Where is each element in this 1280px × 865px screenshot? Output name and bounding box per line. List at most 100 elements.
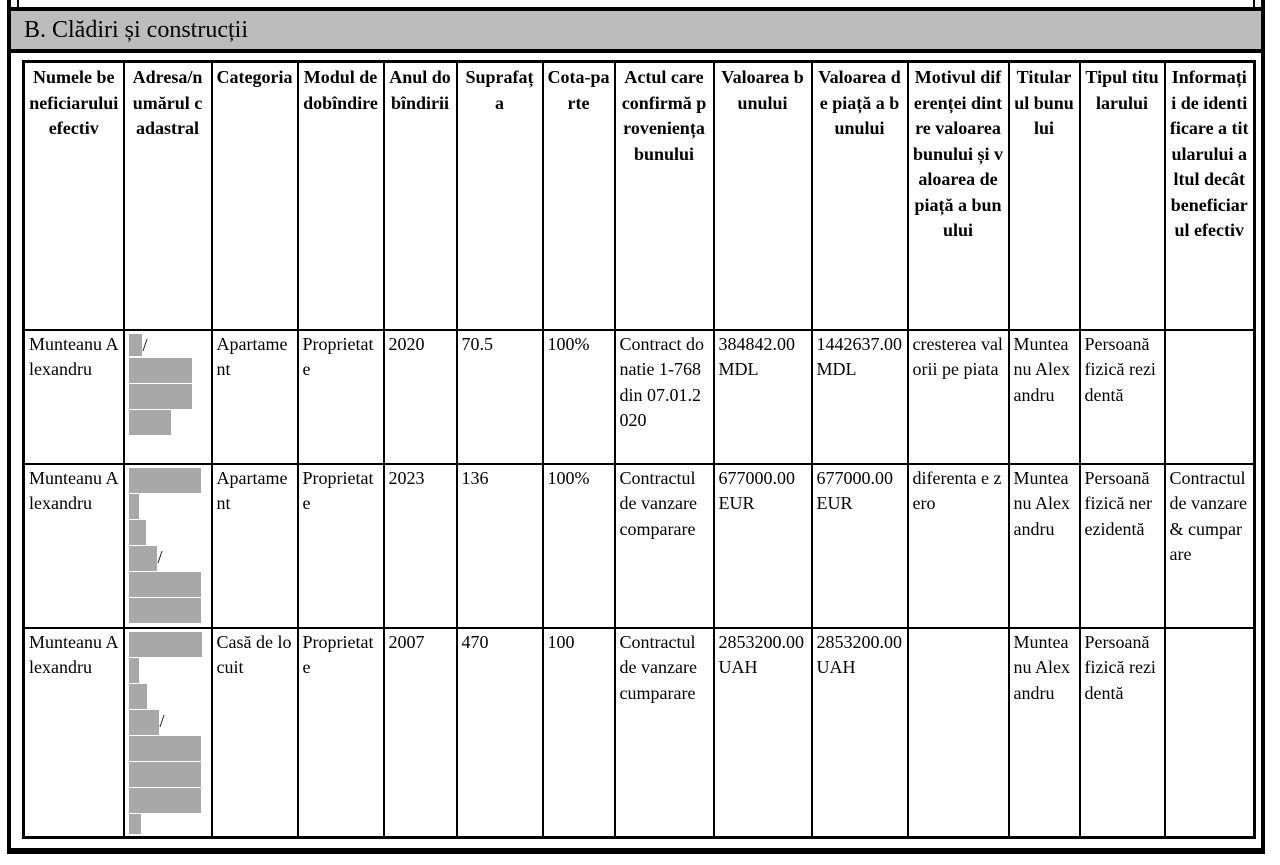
cell-share: 100% xyxy=(541,328,616,465)
cell-value: 677000.00 EUR xyxy=(712,462,813,629)
cell-holder: Munteanu Alexandru xyxy=(1007,328,1081,465)
redaction-line xyxy=(128,383,207,409)
redaction-line xyxy=(128,357,207,383)
cell-holder-type: Persoană fizică rezidentă xyxy=(1078,626,1166,839)
cell-beneficiary: Munteanu Alexandru xyxy=(22,328,125,465)
redaction-block xyxy=(128,813,141,834)
redaction-line xyxy=(128,467,207,493)
cell-surface: 136 xyxy=(455,462,544,629)
table-row: Munteanu Alexandru / Apartament Propriet… xyxy=(22,462,1256,629)
cell-beneficiary: Munteanu Alexandru xyxy=(22,626,125,839)
cell-market-value: 2853200.00 UAH xyxy=(810,626,909,839)
cell-surface: 70.5 xyxy=(455,328,544,465)
address-slash-text: / xyxy=(142,334,148,355)
redaction-line: / xyxy=(128,545,207,571)
redaction-line xyxy=(128,735,207,761)
cell-address: / xyxy=(122,462,213,629)
redaction-block xyxy=(128,709,159,735)
redaction-block xyxy=(128,597,201,623)
cell-difference-reason xyxy=(906,626,1010,839)
redaction-line xyxy=(128,631,207,657)
redaction-block xyxy=(128,357,192,383)
redaction-line xyxy=(128,597,207,623)
cell-value: 2853200.00 UAH xyxy=(712,626,813,839)
redaction-line xyxy=(128,409,207,435)
cell-holder-id-info: Contractul de vanzare & cumparare xyxy=(1163,462,1256,629)
col-header-share: Cota-parte xyxy=(541,60,616,331)
redaction-line xyxy=(128,571,207,597)
col-header-beneficiary: Numele beneficiarului efectiv xyxy=(22,60,125,331)
cell-holder: Munteanu Alexandru xyxy=(1007,626,1081,839)
cell-acquisition-year: 2023 xyxy=(382,462,458,629)
previous-section-border-remnant-left xyxy=(17,0,19,8)
redaction-block xyxy=(128,735,201,761)
cell-category: Casă de locuit xyxy=(210,626,299,839)
redaction-block xyxy=(128,761,201,787)
redacted-address: / xyxy=(128,332,207,435)
cell-difference-reason: cresterea valorii pe piata xyxy=(906,328,1010,465)
cell-surface: 470 xyxy=(455,626,544,839)
redaction-block xyxy=(128,333,142,356)
cell-share: 100 xyxy=(541,626,616,839)
table-header: Numele beneficiarului efectiv Adresa/num… xyxy=(22,60,1256,331)
col-header-value: Valoarea bunului xyxy=(712,60,813,331)
redaction-line xyxy=(128,787,207,813)
col-header-difference-reason: Motivul diferenței dintre valoarea bunul… xyxy=(906,60,1010,331)
col-header-holder: Titularul bunului xyxy=(1007,60,1081,331)
cell-act: Contract donatie 1-768 din 07.01.2020 xyxy=(613,328,715,465)
cell-address: / xyxy=(122,328,213,465)
cell-acquisition-mode: Proprietate xyxy=(296,462,385,629)
cell-market-value: 1442637.00 MDL xyxy=(810,328,909,465)
section-banner: B. Clădiri și construcții xyxy=(11,7,1261,53)
redaction-block xyxy=(128,519,146,545)
redaction-block xyxy=(128,683,147,709)
table-body: Munteanu Alexandru / Apartament Propriet… xyxy=(22,328,1256,839)
redaction-line xyxy=(128,493,207,519)
cell-value: 384842.00 MDL xyxy=(712,328,813,465)
col-header-category: Categoria xyxy=(210,60,299,331)
col-header-act: Actul care confirmă proveniența bunului xyxy=(613,60,715,331)
cell-act: Contractul de vanzare cumparare xyxy=(613,626,715,839)
redaction-line xyxy=(128,519,207,545)
redaction-block xyxy=(128,409,171,435)
cell-share: 100% xyxy=(541,462,616,629)
redacted-address: / xyxy=(128,630,207,834)
cell-address: / xyxy=(122,626,213,839)
redaction-line xyxy=(128,657,207,683)
cell-holder: Munteanu Alexandru xyxy=(1007,462,1081,629)
redaction-block xyxy=(128,545,157,571)
col-header-holder-type: Tipul titularului xyxy=(1078,60,1166,331)
cell-holder-type: Persoană fizică nerezidentă xyxy=(1078,462,1166,629)
cell-acquisition-year: 2020 xyxy=(382,328,458,465)
redaction-line xyxy=(128,813,207,834)
cell-category: Apartament xyxy=(210,328,299,465)
header-row: Numele beneficiarului efectiv Adresa/num… xyxy=(22,60,1256,331)
redaction-block xyxy=(128,571,201,597)
cell-holder-id-info xyxy=(1163,626,1256,839)
cell-category: Apartament xyxy=(210,462,299,629)
redaction-block xyxy=(128,787,201,813)
col-header-address: Adresa/numărul cadastral xyxy=(122,60,213,331)
redaction-line: / xyxy=(128,709,207,735)
redaction-line: / xyxy=(128,333,207,357)
table-row: Munteanu Alexandru / Casă de locuit Prop… xyxy=(22,626,1256,839)
cell-market-value: 677000.00 EUR xyxy=(810,462,909,629)
redaction-block xyxy=(128,657,139,683)
cell-beneficiary: Munteanu Alexandru xyxy=(22,462,125,629)
section-title: B. Clădiri și construcții xyxy=(24,17,248,43)
cell-acquisition-year: 2007 xyxy=(382,626,458,839)
cell-holder-id-info xyxy=(1163,328,1256,465)
redaction-line xyxy=(128,761,207,787)
cell-acquisition-mode: Proprietate xyxy=(296,626,385,839)
redaction-block xyxy=(128,493,139,519)
redaction-block xyxy=(128,467,201,493)
col-header-acquisition-year: Anul dobîndirii xyxy=(382,60,458,331)
col-header-surface: Suprafața xyxy=(455,60,544,331)
redacted-address: / xyxy=(128,466,207,623)
cell-acquisition-mode: Proprietate xyxy=(296,328,385,465)
redaction-block xyxy=(128,383,192,409)
col-header-market-value: Valoarea de piață a bunului xyxy=(810,60,909,331)
address-slash-text: / xyxy=(159,710,165,731)
cell-holder-type: Persoană fizică rezidentă xyxy=(1078,328,1166,465)
redaction-line xyxy=(128,683,207,709)
